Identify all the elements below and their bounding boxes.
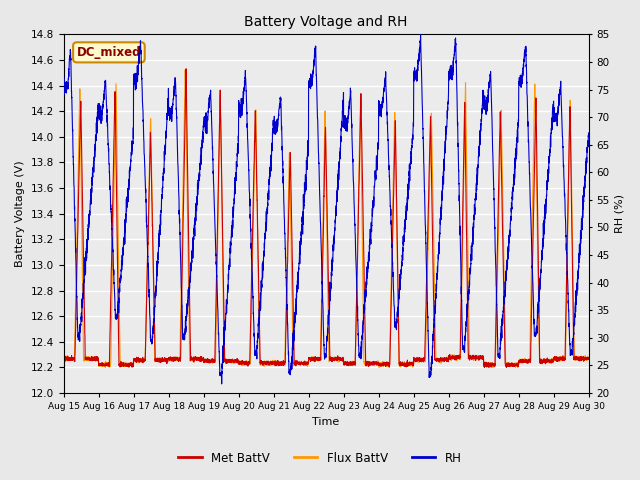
X-axis label: Time: Time bbox=[312, 417, 340, 427]
Y-axis label: RH (%): RH (%) bbox=[615, 194, 625, 233]
Title: Battery Voltage and RH: Battery Voltage and RH bbox=[244, 15, 408, 29]
Y-axis label: Battery Voltage (V): Battery Voltage (V) bbox=[15, 160, 25, 267]
Text: DC_mixed: DC_mixed bbox=[77, 46, 141, 59]
Legend: Met BattV, Flux BattV, RH: Met BattV, Flux BattV, RH bbox=[173, 447, 467, 469]
